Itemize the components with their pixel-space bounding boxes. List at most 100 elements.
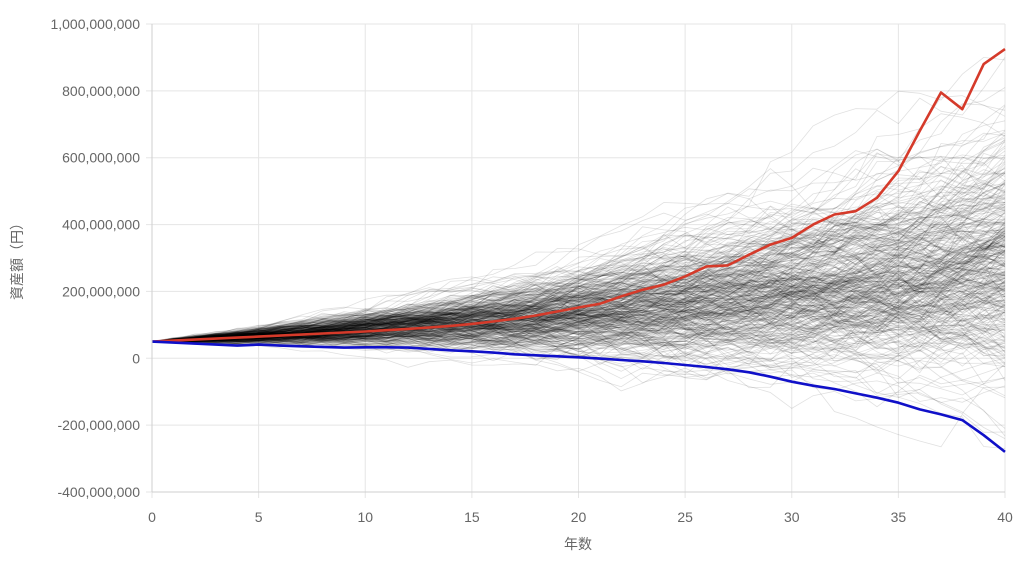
simulation-line <box>151 197 1006 354</box>
simulation-line <box>151 305 1006 357</box>
simulation-line <box>151 198 1006 343</box>
simulation-line <box>151 264 1006 342</box>
simulation-line <box>151 280 1006 342</box>
simulation-line <box>151 253 1006 342</box>
y-tick-label: -200,000,000 <box>57 417 140 433</box>
simulation-line <box>151 209 1006 344</box>
simulation-line <box>151 228 1006 342</box>
simulation-line <box>151 190 1006 342</box>
y-tick-label: 400,000,000 <box>62 217 140 233</box>
simulation-line <box>151 258 1006 342</box>
simulation-line <box>152 330 1006 367</box>
simulation-line <box>151 282 1006 358</box>
simulation-line <box>151 257 1006 342</box>
simulation-line <box>151 202 1006 342</box>
simulation-line <box>151 267 1006 343</box>
simulation-line <box>151 104 1006 342</box>
simulation-lines <box>151 56 1006 449</box>
simulation-line <box>151 238 1006 342</box>
simulation-line <box>151 239 1006 347</box>
simulation-line <box>151 235 1006 342</box>
simulation-line <box>151 207 1006 342</box>
simulation-line <box>151 235 1006 342</box>
simulation-line <box>151 203 1006 342</box>
simulation-line <box>151 57 1006 344</box>
simulation-line <box>152 263 1006 344</box>
simulation-line <box>151 249 1006 343</box>
simulation-line <box>151 287 1006 350</box>
simulation-line <box>151 248 1006 342</box>
simulation-line <box>151 157 1006 343</box>
simulation-line <box>151 245 1006 343</box>
simulation-line <box>151 248 1006 342</box>
x-tick-label: 10 <box>357 509 373 525</box>
simulation-line <box>151 254 1006 344</box>
simulation-line <box>151 274 1006 347</box>
simulation-line <box>151 253 1006 342</box>
simulation-line <box>151 183 1006 342</box>
simulation-line <box>151 173 1006 342</box>
simulation-line <box>151 223 1006 345</box>
simulation-line <box>151 270 1006 342</box>
x-tick-label: 20 <box>571 509 587 525</box>
simulation-line <box>151 271 1006 342</box>
simulation-line <box>151 286 1006 349</box>
simulation-line <box>151 202 1006 342</box>
simulation-line <box>151 297 1006 352</box>
simulation-line <box>151 173 1006 342</box>
simulation-line <box>151 237 1006 342</box>
simulation-line <box>151 304 1006 342</box>
simulation-line <box>151 263 1006 353</box>
simulation-line <box>151 221 1006 342</box>
simulation-line <box>151 300 1006 342</box>
simulation-line <box>151 231 1006 342</box>
simulation-line <box>151 188 1006 342</box>
simulation-line <box>151 226 1006 345</box>
simulation-line <box>151 282 1006 347</box>
simulation-line <box>151 195 1006 343</box>
simulation-line <box>151 277 1006 356</box>
simulation-line <box>151 181 1006 343</box>
simulation-line <box>151 239 1006 342</box>
simulation-line <box>151 203 1006 342</box>
simulation-line <box>151 251 1006 349</box>
simulation-line <box>151 254 1006 345</box>
x-axis-title: 年数 <box>564 536 592 552</box>
simulation-line <box>151 244 1006 342</box>
simulation-line <box>151 239 1006 342</box>
simulation-line <box>151 217 1006 342</box>
simulation-line <box>151 252 1006 372</box>
simulation-line <box>151 229 1006 342</box>
simulation-line <box>151 207 1006 342</box>
simulation-line <box>151 221 1006 343</box>
simulation-line <box>151 192 1006 342</box>
simulation-line <box>151 284 1006 364</box>
simulation-line <box>151 270 1006 354</box>
simulation-line <box>151 256 1006 343</box>
simulation-line <box>151 245 1006 342</box>
simulation-line <box>152 168 1006 343</box>
simulation-line <box>151 302 1006 343</box>
simulation-line <box>151 257 1006 342</box>
simulation-line <box>151 215 1006 342</box>
simulation-line <box>151 300 1006 346</box>
simulation-line <box>151 299 1006 359</box>
grid <box>146 23 1006 498</box>
simulation-line <box>151 216 1006 342</box>
simulation-line <box>151 316 1006 371</box>
simulation-line <box>151 336 1006 374</box>
simulation-line <box>151 271 1006 345</box>
simulation-line <box>151 284 1006 342</box>
simulation-line <box>151 317 1006 388</box>
simulation-line <box>151 250 1006 348</box>
simulation-line <box>151 201 1006 342</box>
simulation-line <box>151 275 1006 353</box>
simulation-line <box>151 271 1006 346</box>
simulation-line <box>151 120 1006 343</box>
simulation-line <box>151 248 1006 342</box>
simulation-line <box>152 227 1006 343</box>
simulation-line <box>151 317 1006 396</box>
simulation-line <box>151 274 1006 351</box>
simulation-line <box>151 222 1006 342</box>
simulation-line <box>151 171 1006 345</box>
